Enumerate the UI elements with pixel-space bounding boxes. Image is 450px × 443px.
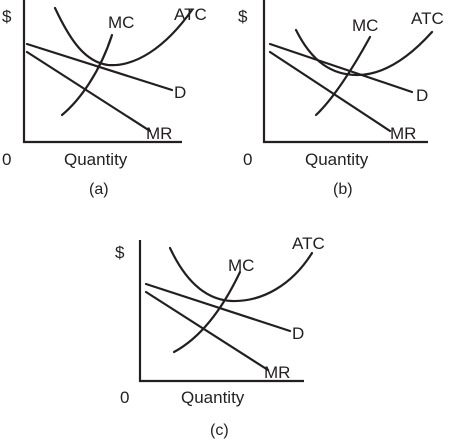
panel-c-x-axis-label: Quantity [181,388,245,407]
panel-c-atc-label: ATC [292,234,325,253]
panel-b-atc-curve [294,28,434,77]
panel-c-axes [138,240,304,383]
panel-c-mc-label: MC [228,256,254,275]
panel-a-caption: (a) [89,181,109,198]
panel-a-origin-label: 0 [2,150,11,169]
panel-a-mr-label: MR [146,124,172,143]
panel-b-caption: (b) [333,181,353,198]
panel-a-atc-label: ATC [174,5,207,24]
panel-c-origin-label: 0 [120,388,129,407]
panel-b-mr-label: MR [390,124,416,143]
panel-b-y-axis-label: $ [238,7,248,26]
panel-b-mc-curve [314,35,372,117]
panel-c-d-label: D [292,324,304,343]
panel-c-mr-label: MR [264,363,290,382]
panel-a-mc-curve [60,33,114,117]
panel-a-mc-label: MC [108,13,134,32]
panel-c: $ MC ATC D MR 0 Quantity (c) [115,234,325,439]
panel-c-y-axis-label: $ [115,243,125,262]
panel-a-atc-curve [53,6,194,67]
panel-a-d-curve [25,42,174,92]
panel-b-x-axis-label: Quantity [305,150,369,169]
panel-b: $ MC ATC D MR 0 Quantity (b) [238,0,444,198]
panel-a-y-axis-label: $ [2,7,12,26]
panel-c-mc-curve [172,270,242,354]
panel-a-d-label: D [174,83,186,102]
panel-c-caption: (c) [210,422,229,439]
panel-c-mr-curve [144,290,270,372]
panel-b-origin-label: 0 [243,150,252,169]
panel-a-x-axis-label: Quantity [64,150,128,169]
panel-b-d-curve [268,42,414,94]
panel-b-atc-label: ATC [411,9,444,28]
panel-a-axes [22,0,182,144]
panel-b-axes [262,0,428,144]
panel-b-d-label: D [416,86,428,105]
panel-a: $ MC ATC D MR 0 Quantity (a) [2,0,207,198]
panel-c-atc-curve [168,246,314,303]
panel-b-mr-curve [268,50,392,133]
panel-c-d-curve [144,282,292,333]
panel-a-mr-curve [25,50,152,133]
panel-b-mc-label: MC [352,16,378,35]
